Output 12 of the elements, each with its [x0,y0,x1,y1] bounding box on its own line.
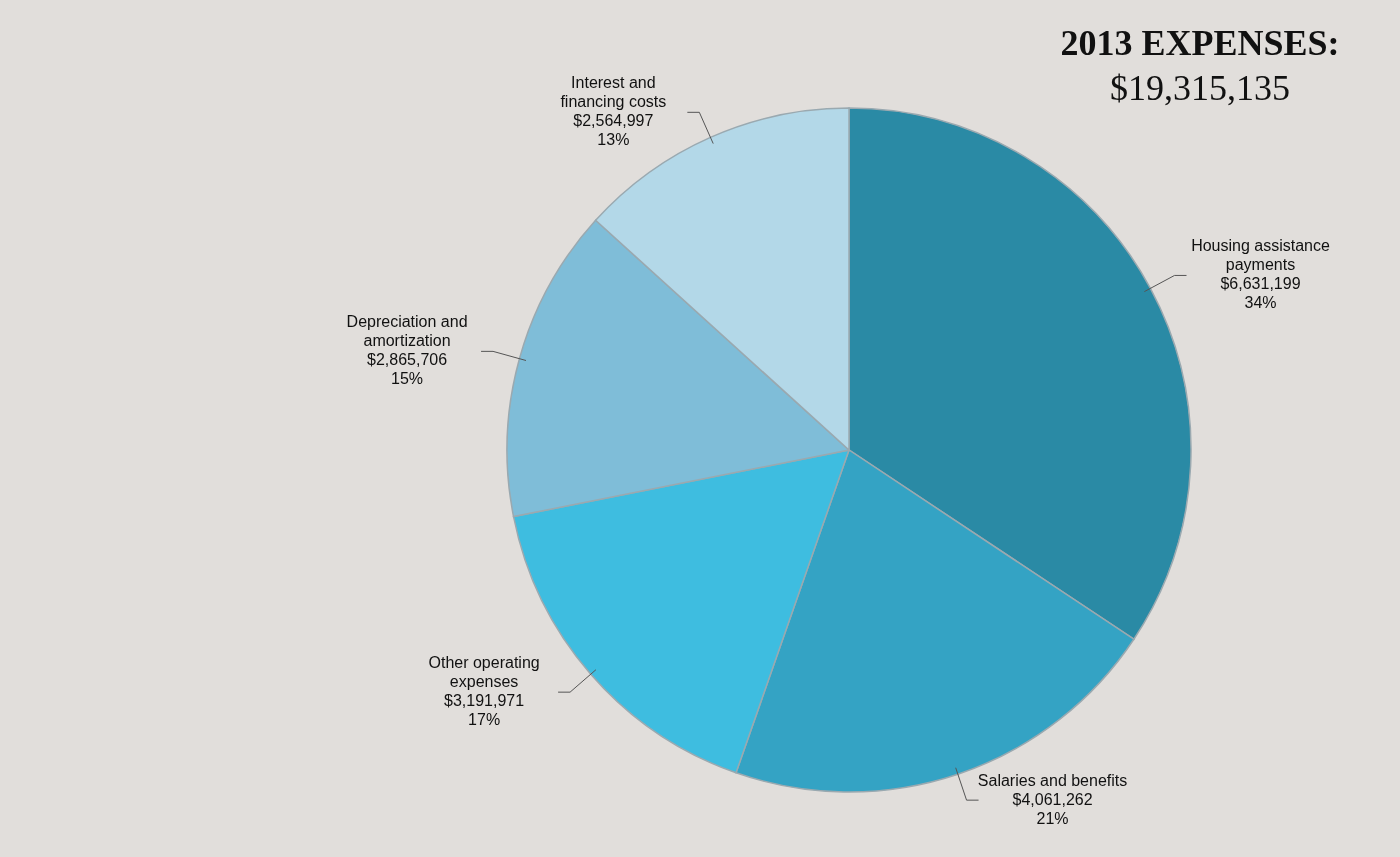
slice-label: Salaries and benefits [977,771,1128,789]
slice-label: Housing assistance payments [1191,237,1330,274]
data-label: $2,564,997 13% [573,112,654,149]
data-label: $3,191,971 17% [444,692,525,729]
slice-label: Other operating expenses [428,654,540,691]
slice-label: Depreciation and amortization [346,313,468,350]
slice-label: Interest and financing costs [560,74,667,111]
chart-title: 2013 EXPENSES: [1060,23,1340,63]
data-label: $2,865,706 15% [367,351,448,388]
chart-subtitle: $19,315,135 [1110,68,1290,108]
data-label: $4,061,262 21% [1012,790,1093,827]
data-label: $6,631,199 34% [1220,275,1301,312]
